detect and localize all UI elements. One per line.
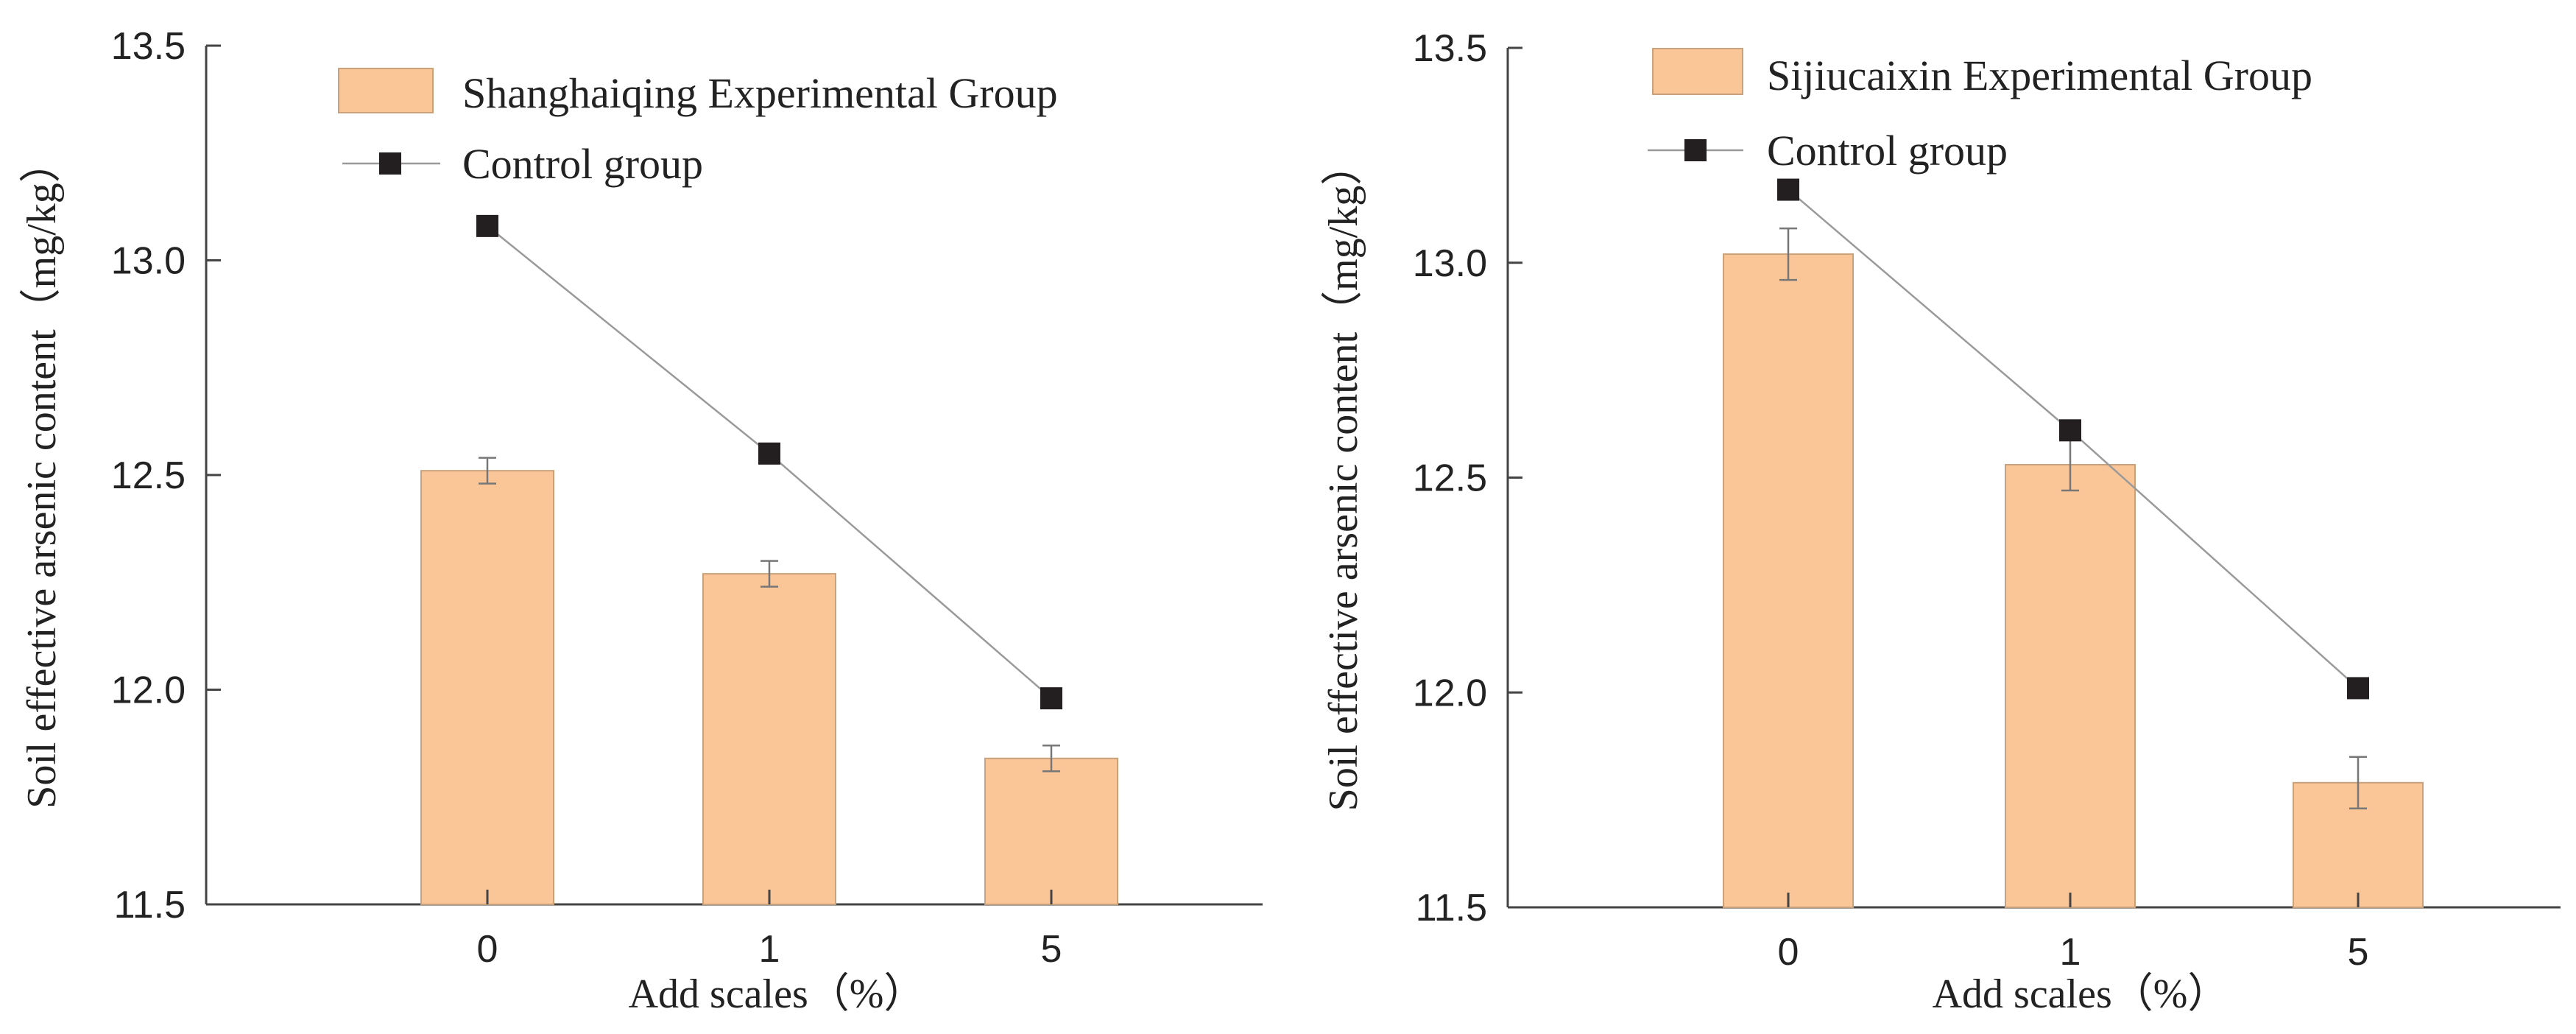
y-tick-label: 12.0 [111, 669, 186, 712]
bar [2005, 463, 2136, 908]
bar [1723, 253, 1854, 908]
y-tick-label: 11.5 [1416, 887, 1487, 929]
y-tick-label: 12.5 [111, 454, 186, 497]
bar [420, 470, 554, 905]
legend: Shanghaiqing Experimental Group Control g… [338, 68, 1058, 188]
legend-label-control: Control group [462, 140, 703, 188]
chart-1: 11.5 12.0 12.5 13.0 13.5 0 1 5 Soil effective ar… [19, 25, 1263, 1017]
y-tick-label: 11.5 [114, 884, 186, 926]
control-marker [2347, 677, 2369, 700]
bar [702, 573, 836, 906]
control-marker [2059, 419, 2081, 442]
x-tick-label: 1 [2060, 931, 2081, 974]
y-tick-label: 13.5 [111, 25, 186, 68]
legend: Sijiucaixin Experimental Group Control gr… [1648, 48, 2312, 175]
x-tick-label: 0 [1778, 931, 1799, 974]
y-axis-title: Soil effective arsenic content（mg/kg） [1321, 144, 1366, 812]
legend-label-control: Control group [1767, 127, 2008, 175]
y-axis-title: Soil effective arsenic content（mg/kg） [19, 141, 65, 809]
y-tick-label: 12.0 [1413, 672, 1487, 714]
legend-label-bar: Shanghaiqing Experimental Group [462, 69, 1058, 117]
x-axis-title: Add scales（%） [1933, 971, 2229, 1017]
control-marker [1040, 687, 1062, 710]
y-tick-label: 12.5 [1413, 457, 1487, 500]
y-tick-label: 13.0 [111, 240, 186, 283]
x-axis-title: Add scales（%） [629, 971, 925, 1017]
y-tick-label: 13.5 [1413, 27, 1487, 70]
y-tick-label: 13.0 [1413, 242, 1487, 285]
x-tick-label: 5 [1041, 928, 1062, 971]
bar [984, 757, 1118, 906]
x-tick-label: 5 [2348, 931, 2369, 974]
legend-bar-swatch [338, 68, 434, 113]
x-tick-label: 1 [759, 928, 780, 971]
legend-marker-swatch [1684, 139, 1707, 161]
legend-marker-swatch [379, 152, 401, 175]
x-tick-label: 0 [477, 928, 498, 971]
control-marker [476, 214, 498, 237]
legend-label-bar: Sijiucaixin Experimental Group [1767, 52, 2312, 99]
legend-bar-swatch [1652, 48, 1743, 95]
control-marker [758, 442, 780, 465]
chart-2: 11.5 12.0 12.5 13.0 13.5 0 1 5 Soil effective ar… [1321, 27, 2561, 1017]
control-marker [1777, 178, 1799, 201]
